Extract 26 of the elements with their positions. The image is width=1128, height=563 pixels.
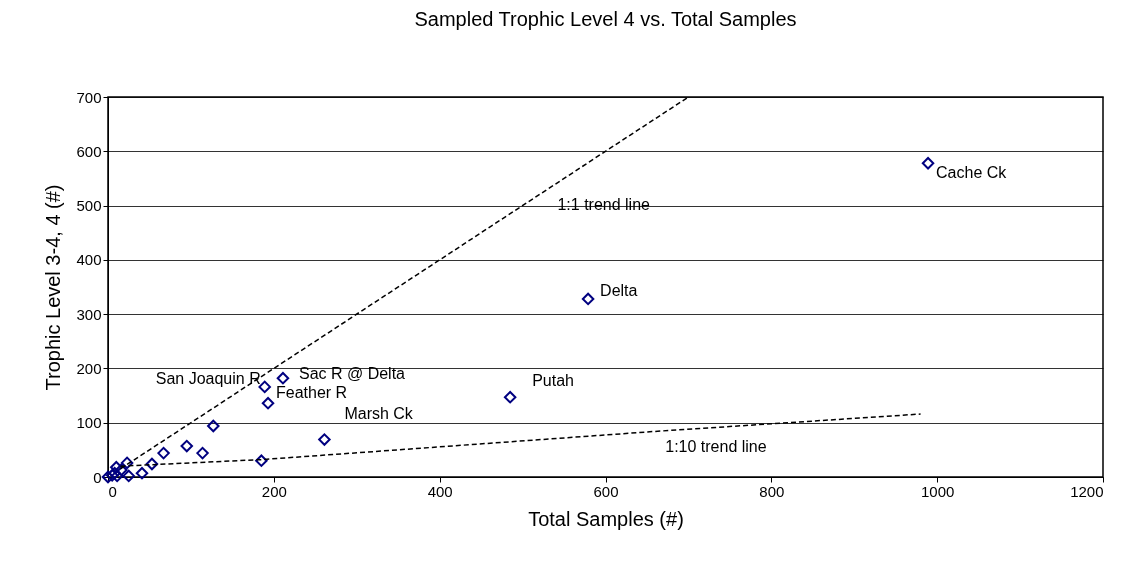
annotation: Cache Ck	[936, 164, 1008, 182]
y-tick-label: 0	[93, 468, 102, 486]
y-tick-label: 600	[76, 142, 102, 160]
y-axis-title: Trophic Level 3-4, 4 (#)	[42, 184, 65, 391]
annotation: Putah	[532, 372, 574, 390]
y-tick-label: 500	[76, 197, 102, 215]
annotation: Marsh Ck	[344, 404, 414, 422]
y-tick-label: 700	[76, 88, 102, 106]
x-tick-label: 200	[261, 482, 287, 500]
x-tick-label: 1200	[1070, 482, 1104, 500]
x-tick-label: 400	[427, 482, 453, 500]
y-tick-label: 400	[76, 251, 102, 269]
y-tick-label: 100	[76, 414, 102, 432]
x-tick-label: 800	[759, 482, 785, 500]
annotation: Feather R	[276, 384, 348, 402]
y-tick-label: 300	[76, 305, 102, 323]
x-axis-title: Total Samples (#)	[528, 507, 684, 530]
chart-title: Sampled Trophic Level 4 vs. Total Samples	[414, 8, 797, 30]
x-tick-label: 600	[593, 482, 619, 500]
annotation: Delta	[600, 281, 638, 299]
annotation: San Joaquin R	[155, 369, 261, 387]
x-tick-label: 1000	[920, 482, 955, 500]
y-tick-label: 200	[76, 359, 102, 377]
annotation: Sac R @ Delta	[298, 365, 406, 383]
series-label: 1:10 trend line	[665, 438, 767, 456]
x-tick-label: 0	[108, 482, 117, 500]
